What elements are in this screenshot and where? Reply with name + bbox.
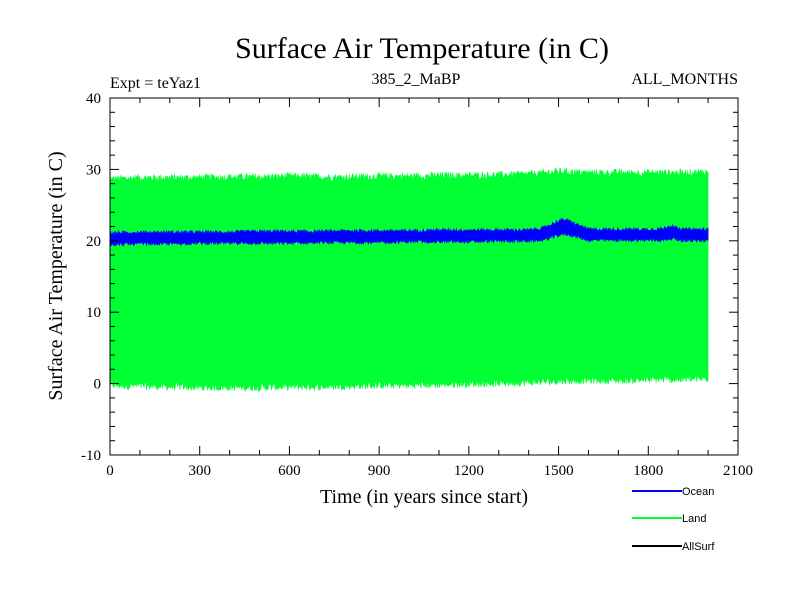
- y-tick-label: 30: [86, 162, 101, 178]
- series-ocean-band: [109, 217, 709, 247]
- x-tick-label: 1500: [544, 463, 574, 479]
- x-tick-label: 900: [368, 463, 391, 479]
- x-tick-label: 0: [106, 463, 114, 479]
- x-tick-label: 600: [278, 463, 301, 479]
- series-layer: [109, 167, 709, 392]
- legend-label-allsurf: AllSurf: [682, 541, 715, 553]
- chart-title: Surface Air Temperature (in C): [235, 32, 609, 65]
- y-tick-label: -10: [81, 448, 101, 464]
- x-axis-label: Time (in years since start): [320, 486, 528, 508]
- x-tick-label: 1200: [454, 463, 484, 479]
- legend-label-land: Land: [682, 513, 706, 525]
- y-axis-label: Surface Air Temperature (in C): [45, 151, 67, 400]
- y-tick-label: 40: [86, 91, 101, 107]
- y-tick-label: 0: [94, 377, 102, 393]
- chart-subtitle-left: Expt = teYaz1: [110, 75, 201, 92]
- ticks-layer: 0 300 600 900 1200 1500 1800 2100 -10 0 10 20 30 40: [81, 91, 753, 479]
- chart-subtitle-center: 385_2_MaBP: [372, 71, 461, 88]
- x-tick-label: 1800: [633, 463, 663, 479]
- legend-label-ocean: Ocean: [682, 486, 714, 498]
- chart-subtitle-right: ALL_MONTHS: [631, 71, 738, 88]
- y-tick-label: 10: [86, 305, 101, 321]
- x-tick-label: 300: [188, 463, 211, 479]
- legend: Ocean Land AllSurf: [632, 486, 715, 553]
- y-tick-label: 20: [86, 234, 101, 250]
- series-land-band: [109, 167, 709, 392]
- x-tick-label: 2100: [723, 463, 753, 479]
- plot-frame: [109, 97, 739, 456]
